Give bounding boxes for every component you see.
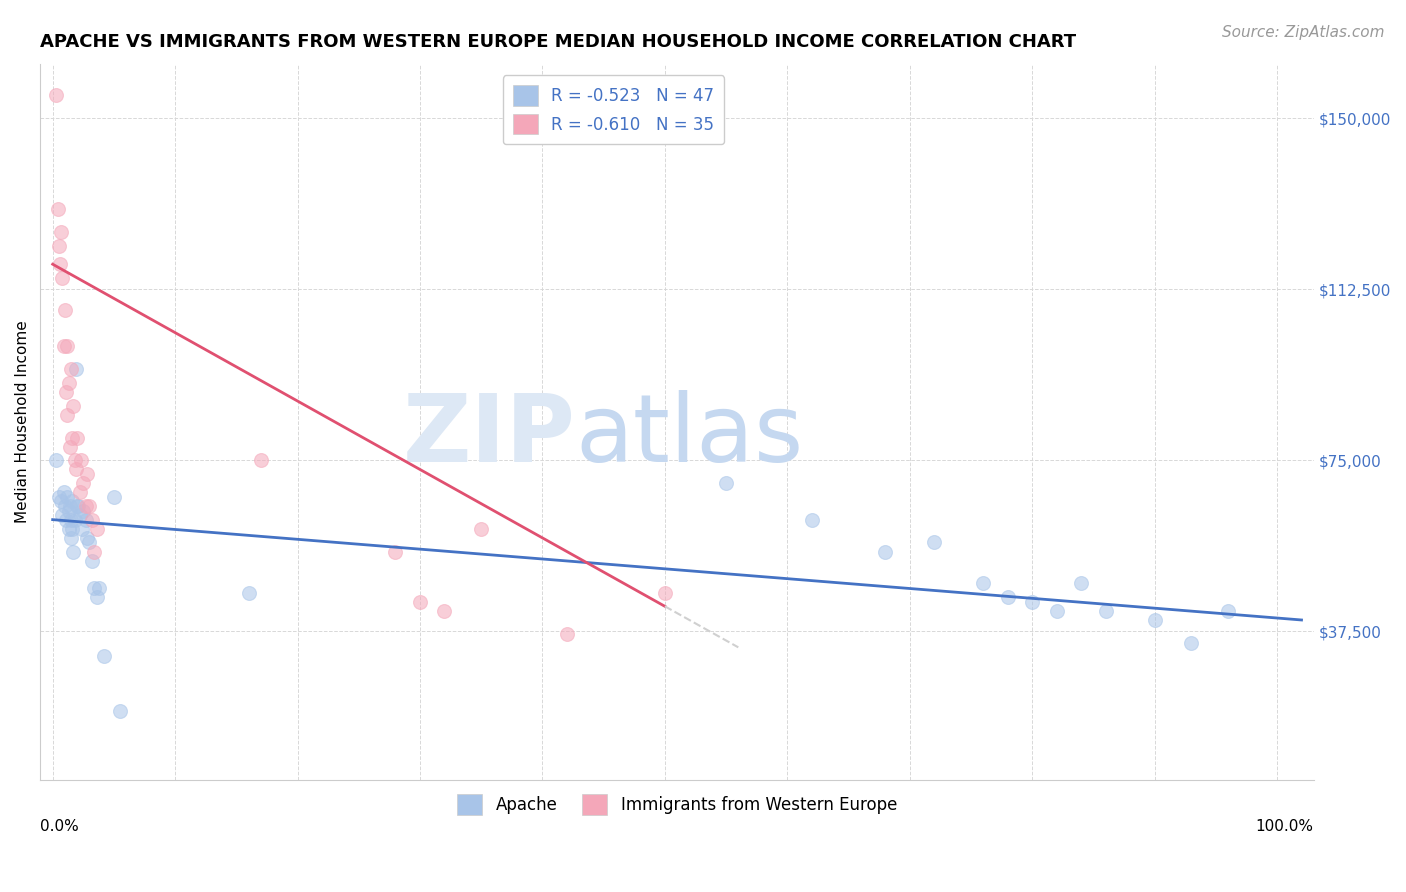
Point [1070, 576, 1092, 591]
Point [51, 271, 73, 285]
Point [59, 499, 82, 513]
Point [49, 257, 72, 271]
Point [72, 503, 94, 517]
Point [66, 431, 89, 445]
Y-axis label: Median Household Income: Median Household Income [15, 320, 30, 523]
Point [51, 508, 73, 522]
Point [555, 626, 578, 640]
Point [56, 490, 79, 504]
Point [51, 225, 73, 239]
Point [55, 513, 77, 527]
Text: Source: ZipAtlas.com: Source: ZipAtlas.com [1222, 25, 1385, 40]
Point [58, 376, 80, 390]
Point [67, 499, 90, 513]
Point [52, 485, 75, 500]
Text: APACHE VS IMMIGRANTS FROM WESTERN EUROPE MEDIAN HOUSEHOLD INCOME CORRELATION CHA: APACHE VS IMMIGRANTS FROM WESTERN EUROPE… [41, 33, 1077, 51]
Text: ZIP: ZIP [402, 390, 575, 482]
Point [60, 431, 83, 445]
Point [80, 554, 103, 568]
Point [93, 649, 115, 664]
Point [70, 522, 93, 536]
Point [58, 503, 80, 517]
Point [1094, 604, 1116, 618]
Point [875, 544, 897, 558]
Point [103, 490, 125, 504]
Point [654, 585, 676, 599]
Point [86, 522, 108, 536]
Text: 100.0%: 100.0% [1256, 819, 1313, 834]
Point [58, 522, 80, 536]
Point [51, 494, 73, 508]
Point [60, 513, 83, 527]
Point [66, 499, 89, 513]
Point [65, 362, 87, 376]
Point [1216, 604, 1239, 618]
Point [1046, 604, 1069, 618]
Point [409, 595, 432, 609]
Point [62, 399, 84, 413]
Point [714, 476, 737, 491]
Point [56, 339, 79, 353]
Text: atlas: atlas [575, 390, 803, 482]
Point [69, 453, 91, 467]
Point [48, 490, 70, 504]
Point [108, 704, 131, 718]
Point [63, 453, 86, 467]
Point [83, 544, 105, 558]
Point [72, 476, 94, 491]
Point [69, 485, 91, 500]
Point [60, 494, 83, 508]
Point [60, 531, 83, 545]
Point [65, 462, 87, 476]
Point [62, 544, 84, 558]
Point [46, 202, 69, 217]
Point [800, 513, 823, 527]
Point [79, 535, 101, 549]
Point [75, 499, 97, 513]
Point [76, 467, 98, 481]
Point [76, 531, 98, 545]
Point [384, 544, 406, 558]
Text: 0.0%: 0.0% [41, 819, 79, 834]
Point [52, 339, 75, 353]
Point [1143, 613, 1166, 627]
Point [56, 408, 79, 422]
Point [1180, 636, 1202, 650]
Point [80, 513, 103, 527]
Point [470, 522, 492, 536]
Point [53, 302, 76, 317]
Point [59, 440, 82, 454]
Point [238, 585, 260, 599]
Point [60, 522, 83, 536]
Point [972, 576, 994, 591]
Point [89, 581, 111, 595]
Point [45, 453, 67, 467]
Point [53, 499, 76, 513]
Point [55, 384, 77, 399]
Point [45, 88, 67, 103]
Point [997, 590, 1019, 604]
Point [69, 508, 91, 522]
Point [48, 239, 70, 253]
Point [63, 513, 86, 527]
Point [433, 604, 456, 618]
Point [75, 513, 97, 527]
Point [60, 362, 83, 376]
Point [1021, 595, 1043, 609]
Point [83, 581, 105, 595]
Point [79, 499, 101, 513]
Point [249, 453, 271, 467]
Legend: Apache, Immigrants from Western Europe: Apache, Immigrants from Western Europe [450, 788, 904, 822]
Point [86, 590, 108, 604]
Point [922, 535, 945, 549]
